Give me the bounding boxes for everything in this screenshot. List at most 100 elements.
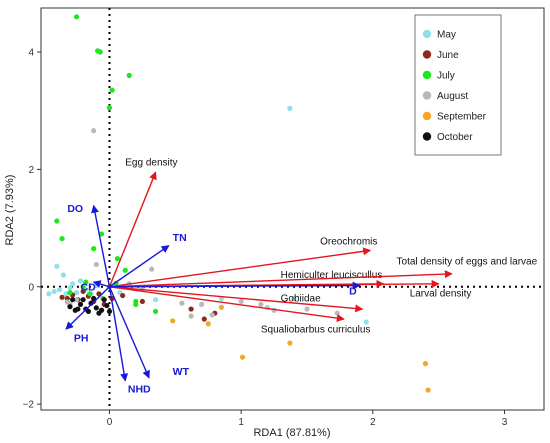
data-point [56,287,63,293]
data-point [422,361,429,367]
data-point [91,295,97,302]
data-point [70,297,76,303]
data-point [67,285,73,291]
vector-arrow [108,286,150,379]
data-point [80,284,86,290]
data-point [51,288,57,295]
data-point [106,105,113,111]
y-tick-label: −2 [23,400,35,411]
data-point [91,246,97,252]
data-point [83,279,89,285]
vector-arrow [91,204,111,287]
data-point [199,301,205,307]
legend-swatch [422,132,432,141]
data-point [334,310,340,316]
data-point [152,297,159,303]
data-point [59,236,65,242]
data-point [91,128,97,134]
legend-swatch [422,91,432,100]
legend: May June July August September October [414,14,502,156]
legend-swatch [422,70,432,80]
legend-label: September [437,112,487,123]
vector-arrow [109,245,170,288]
data-point [201,316,207,322]
vector-label: Hemiculter leuciscullus [281,270,383,281]
vector-label: D [349,285,357,297]
data-point [120,292,126,299]
legend-swatch [422,50,432,59]
legend-swatch [422,29,432,39]
data-point [209,312,215,318]
data-point [179,300,185,306]
data-point [77,278,84,284]
vector-label: PH [74,332,89,344]
legend-label: October [437,132,473,143]
data-point [85,308,92,315]
legend-label: May [437,30,456,41]
y-tick-label: 2 [28,165,34,176]
data-point [97,49,103,55]
vector-arrow [109,281,361,290]
data-point [67,290,73,296]
vector-label: Oreochromis [320,237,377,248]
data-point [96,310,102,316]
data-point [287,340,293,346]
data-point [104,302,110,309]
data-point [54,218,60,224]
data-point [291,295,297,302]
data-point [106,308,113,315]
zero-lines [41,8,544,410]
data-point [64,299,70,305]
data-point [98,231,105,237]
data-point [80,288,86,295]
legend-box [414,14,502,156]
vector-label: Gobiidae [281,293,321,304]
data-point [87,291,93,297]
vector-label: Larval density [410,289,472,300]
y-axis-label: RDA2 (7.93%) [4,175,16,246]
data-point [258,301,264,307]
data-point [109,87,115,93]
vector-arrow [108,286,129,382]
data-point [70,281,76,287]
data-point [152,308,159,315]
vector-label: Total density of eggs and larvae [397,256,538,267]
vector-label: DO [67,203,83,215]
data-point [77,301,84,307]
vector-arrows: Egg density Oreochromis Hemiculter leucisc… [65,157,538,395]
data-point [188,306,194,312]
y-tick-label: 0 [28,282,34,293]
x-tick-label: 2 [370,417,376,428]
data-point [170,318,176,324]
data-point [188,313,194,319]
data-point [218,304,224,310]
data-point [101,297,107,303]
x-axis-label: RDA1 (87.81%) [253,427,330,439]
data-point [67,304,73,310]
vector-label: CD [81,281,97,293]
vector-arrow [65,286,110,330]
x-tick-label: 0 [107,417,113,428]
data-point [75,306,81,312]
data-point [363,319,369,325]
data-point [80,297,86,303]
data-point [114,255,120,262]
legend-label: July [437,71,455,82]
data-point [46,291,52,297]
vector-arrow [109,247,372,288]
data-point [73,290,80,296]
data-point [54,263,60,269]
axes: 0 1 2 3 −2 0 2 4 [23,48,508,428]
x-tick-label: 1 [238,417,244,428]
data-point [60,272,66,278]
data-point [59,294,65,300]
sample-points [46,14,431,393]
data-point [73,14,80,20]
data-point [149,266,155,272]
data-point [304,306,310,312]
data-point [122,267,128,273]
vector-arrow [109,286,364,313]
vector-label: NHD [128,383,151,395]
vector-label: Egg density [125,157,177,168]
